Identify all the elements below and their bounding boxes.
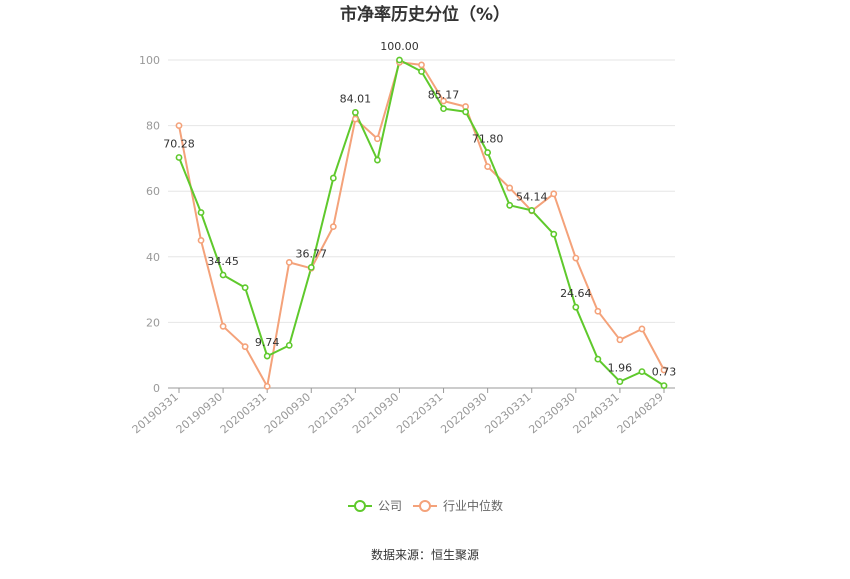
point-company [506, 201, 514, 209]
point-company [550, 230, 558, 238]
data-label: 1.96 [608, 362, 633, 375]
point-company [660, 382, 668, 390]
point-company [528, 207, 536, 214]
data-label: 24.64 [560, 287, 592, 300]
point-company [307, 263, 315, 271]
point-company [484, 149, 492, 156]
point-industry [219, 322, 227, 330]
point-company [638, 368, 646, 375]
point-industry [616, 336, 624, 344]
x-tick-label: 20200930 [262, 390, 313, 436]
data-label: 36.77 [296, 247, 328, 260]
point-industry [351, 115, 359, 123]
point-company [440, 105, 447, 113]
series-line-industry [178, 61, 665, 388]
y-tick-label: 40 [146, 251, 160, 264]
data-label: 9.74 [255, 336, 280, 349]
legend-item-company[interactable]: 公司 [348, 499, 402, 513]
data-label: 71.80 [472, 132, 504, 145]
point-company [616, 378, 624, 385]
y-tick-label: 100 [139, 54, 160, 67]
point-company [396, 56, 403, 64]
point-industry [175, 122, 183, 129]
point-company [241, 284, 249, 292]
point-company [351, 109, 359, 116]
point-company [418, 68, 425, 75]
x-tick-label: 20240829 [615, 390, 666, 436]
x-tick-label: 20200331 [218, 390, 269, 436]
data-label: 70.28 [163, 137, 195, 150]
axis-layer: 0 20 40 60 80 100 2019033120190930202003312020… [130, 54, 675, 436]
legend-industry-label: 行业中位数 [443, 498, 503, 513]
x-tick-label: 20190930 [174, 390, 225, 436]
point-company [572, 303, 580, 311]
y-tick-label: 0 [153, 382, 160, 395]
series-line-company [178, 59, 665, 387]
point-company [462, 108, 469, 116]
point-company [329, 174, 337, 182]
data-label-layer: 70.28 34.45 9.74 36.77 84.01 100.00 85.17 71.80… [163, 40, 676, 379]
point-industry [197, 236, 205, 244]
y-tick-label: 80 [146, 120, 160, 133]
point-industry [594, 307, 602, 315]
point-industry [241, 343, 249, 351]
data-label: 34.45 [207, 255, 239, 268]
x-tick-label: 20210930 [350, 390, 401, 436]
point-company [594, 355, 602, 363]
legend-company-label: 公司 [378, 499, 402, 513]
x-tick-label: 20220930 [438, 390, 489, 436]
point-industry [374, 135, 381, 143]
point-company [175, 154, 183, 161]
point-industry [638, 325, 646, 333]
point-company [263, 352, 271, 360]
x-tick-label: 20190331 [130, 390, 181, 436]
point-industry [550, 190, 558, 198]
data-label: 84.01 [340, 92, 372, 105]
x-tick-label: 20220331 [394, 390, 445, 436]
legend-industry-marker [419, 500, 431, 512]
data-label: 0.73 [652, 366, 677, 379]
legend[interactable]: 公司 行业中位数 [348, 498, 503, 513]
chart-title: 市净率历史分位（%） [340, 4, 510, 25]
point-company [219, 271, 227, 279]
x-tick-label: 20230930 [526, 390, 577, 436]
point-industry [418, 61, 425, 69]
point-industry [263, 382, 271, 390]
point-industry [440, 97, 447, 105]
point-industry [506, 184, 514, 192]
source-note: 数据来源：恒生聚源 [371, 547, 479, 562]
point-company [285, 341, 293, 349]
point-industry [484, 163, 492, 170]
data-label: 54.14 [516, 190, 548, 203]
data-label: 100.00 [380, 40, 419, 53]
point-company [197, 209, 205, 216]
data-label: 85.17 [428, 89, 460, 102]
legend-item-industry[interactable]: 行业中位数 [413, 498, 503, 513]
point-industry [572, 254, 580, 262]
y-tick-label: 20 [146, 316, 160, 329]
point-industry [285, 258, 293, 266]
point-industry [660, 366, 668, 374]
point-industry [462, 103, 469, 110]
point-industry [329, 223, 337, 231]
legend-company-marker [354, 500, 366, 512]
y-tick-label: 60 [146, 185, 160, 198]
x-tick-label: 20230331 [482, 390, 533, 436]
series-layer [175, 56, 668, 390]
x-tick-label: 20240331 [571, 390, 622, 436]
point-company [374, 156, 381, 164]
grid-layer [168, 59, 675, 323]
x-tick-label: 20210331 [306, 390, 357, 436]
